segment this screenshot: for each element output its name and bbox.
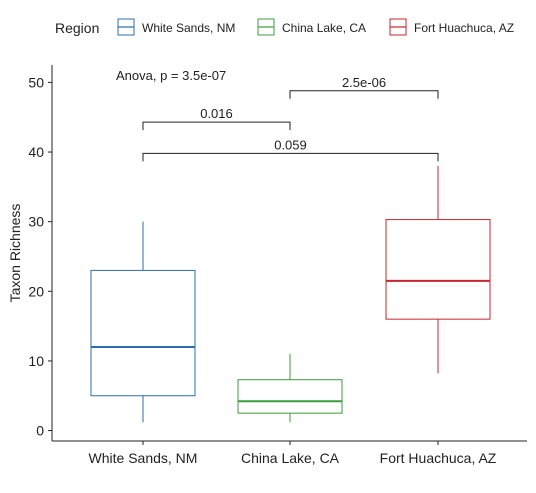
x-tick-label: White Sands, NM: [89, 450, 198, 466]
y-tick-label: 20: [28, 283, 44, 299]
y-tick-label: 50: [28, 74, 44, 90]
box-1: [90, 221, 196, 423]
p-value-label: 0.016: [200, 106, 233, 121]
legend-entry: Fort Huachuca, AZ: [389, 18, 514, 36]
box-2: [237, 353, 343, 423]
bracket-line: [142, 121, 291, 131]
legend: Region White Sands, NM China Lake, CA Fort…: [55, 18, 514, 36]
legend-label: China Lake, CA: [282, 21, 366, 35]
comparison-bracket: 0.016: [142, 106, 291, 131]
anova-annotation: Anova, p = 3.5e-07: [116, 68, 226, 83]
plot-area: 0 10 20 30 40 50 White Sands, NM China Lake, C…: [28, 65, 527, 466]
y-tick-label: 40: [28, 144, 44, 160]
comparison-bracket: 2.5e-06: [289, 75, 439, 99]
p-value-label: 2.5e-06: [342, 75, 386, 90]
y-tick-label: 30: [28, 214, 44, 230]
legend-title: Region: [55, 20, 99, 36]
box-body: [237, 379, 343, 414]
box-body: [385, 219, 491, 320]
box-3: [385, 165, 491, 374]
legend-label: Fort Huachuca, AZ: [414, 21, 514, 35]
p-value-label: 0.059: [274, 137, 307, 152]
legend-entry: White Sands, NM: [117, 18, 235, 36]
comparison-bracket: 0.059: [142, 137, 439, 162]
box-body: [90, 269, 196, 397]
y-tick-label: 10: [28, 353, 44, 369]
y-axis-label: Taxon Richness: [7, 204, 23, 303]
bracket-line: [289, 90, 439, 99]
x-tick-label: Fort Huachuca, AZ: [380, 450, 497, 466]
x-tick-label: China Lake, CA: [241, 450, 340, 466]
legend-entry: China Lake, CA: [257, 18, 366, 36]
y-tick-label: 0: [36, 423, 44, 439]
legend-label: White Sands, NM: [142, 21, 235, 35]
bracket-line: [142, 152, 439, 162]
